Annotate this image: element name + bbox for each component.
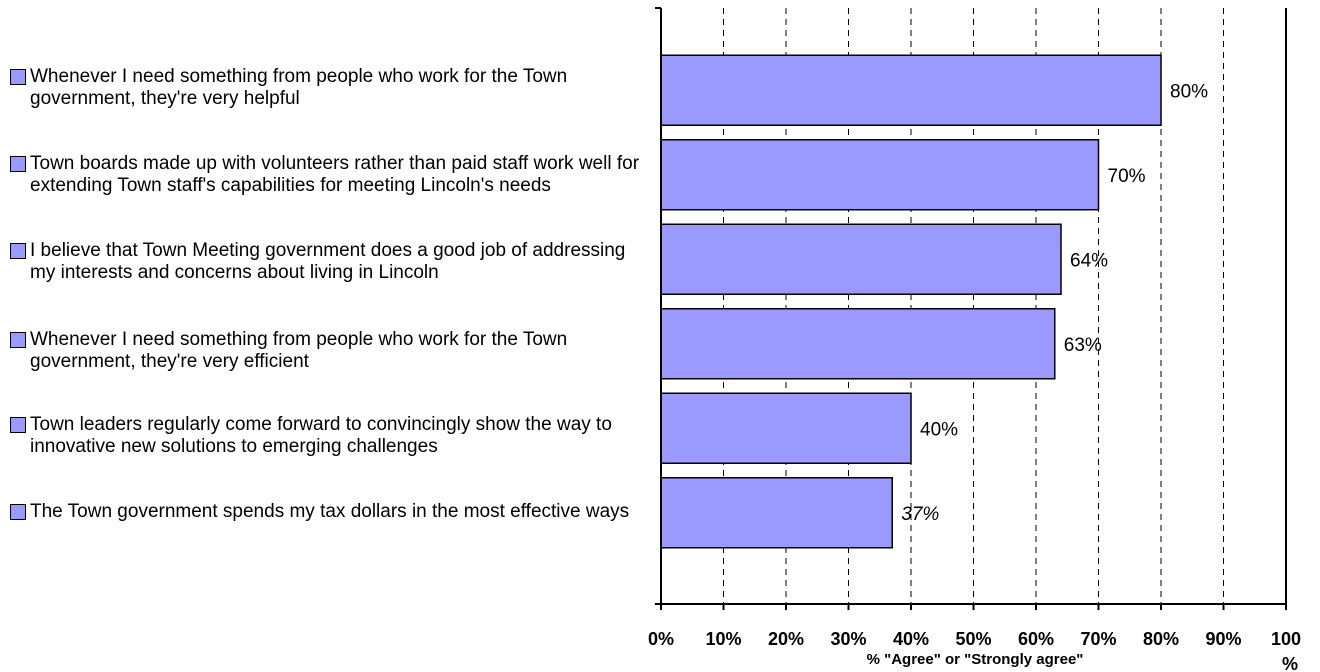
bar: [660, 54, 1162, 126]
legend-swatch: [10, 504, 26, 520]
category-label: Whenever I need something from people wh…: [10, 66, 650, 110]
category-text: Town boards made up with volunteers rath…: [30, 153, 640, 196]
x-tick-label: 30%: [830, 629, 866, 649]
x-tick-label: 50%: [955, 629, 991, 649]
x-axis-label: % "Agree" or "Strongly agree": [867, 651, 1084, 668]
data-label: 63%: [1064, 335, 1102, 356]
bar: [660, 477, 893, 549]
category-text: Whenever I need something from people wh…: [30, 66, 568, 109]
x-tick-label: 10%: [705, 629, 741, 649]
data-label: 64%: [1070, 250, 1108, 271]
category-label: I believe that Town Meeting government d…: [10, 240, 650, 284]
category-text: Whenever I need something from people wh…: [30, 329, 568, 372]
x-tick-labels: 0% 10% 20% 30% 40% 50% 60% 70% 80% 90% 100%: [648, 629, 1301, 672]
legend-swatch: [10, 417, 26, 433]
x-tick-label: 70%: [1080, 629, 1116, 649]
data-label: 80%: [1170, 81, 1208, 102]
bar: [660, 308, 1056, 380]
x-tick-label: 90%: [1205, 629, 1241, 649]
category-label: The Town government spends my tax dollar…: [10, 501, 650, 523]
x-tick-label: 40%: [893, 629, 929, 649]
bar: [660, 392, 912, 464]
x-tick-label: 100: [1271, 629, 1301, 649]
x-tick-label: 0%: [648, 629, 674, 649]
category-label: Town boards made up with volunteers rath…: [10, 153, 650, 197]
category-text: Town leaders regularly come forward to c…: [30, 414, 612, 457]
bars: [660, 54, 1162, 549]
legend-swatch: [10, 156, 26, 172]
x-tick-label: %: [1282, 654, 1298, 672]
category-label: Town leaders regularly come forward to c…: [10, 414, 650, 458]
category-label: Whenever I need something from people wh…: [10, 329, 650, 373]
x-tick-label: 20%: [768, 629, 804, 649]
data-label: 70%: [1108, 166, 1146, 187]
bar: [660, 223, 1062, 295]
axes: [655, 7, 1287, 610]
category-text: The Town government spends my tax dollar…: [30, 501, 630, 522]
x-tick-label: 60%: [1018, 629, 1054, 649]
data-label: 37%: [901, 504, 939, 525]
data-labels: 80% 70% 64% 63% 40% 37%: [901, 81, 1208, 525]
bar: [660, 139, 1100, 211]
data-label: 40%: [920, 419, 958, 440]
x-tick-label: 80%: [1143, 629, 1179, 649]
legend-swatch: [10, 69, 26, 85]
category-text: I believe that Town Meeting government d…: [30, 240, 626, 283]
legend-swatch: [10, 243, 26, 259]
legend-swatch: [10, 332, 26, 348]
